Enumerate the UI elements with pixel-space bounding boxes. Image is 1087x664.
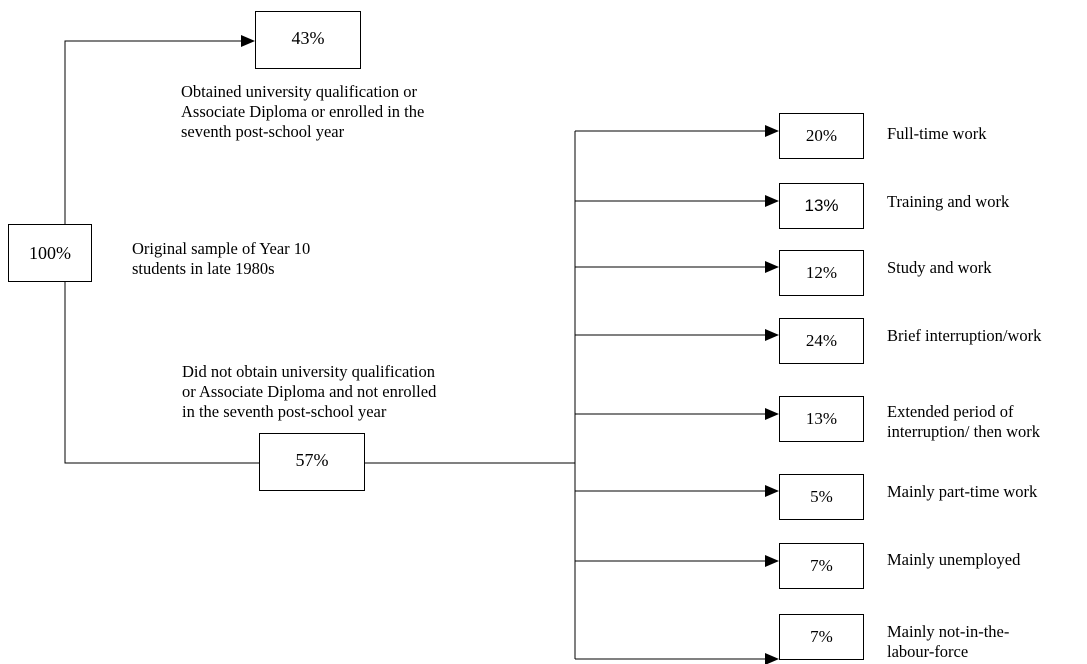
outcome-label: Mainly part-time work (887, 482, 1038, 501)
outcome-box: 13% (779, 183, 864, 229)
outcome-box: 24% (779, 318, 864, 364)
outcome-label: Brief interruption/work (887, 326, 1042, 345)
outcome-label: Study and work (887, 258, 992, 277)
completed-node-label: Obtained university qualification or Ass… (181, 82, 425, 141)
not-completed-node-label: Did not obtain university qualification … (182, 362, 437, 421)
connector-root-to-completed (64, 35, 255, 224)
outcome-box: 20% (779, 113, 864, 159)
outcome-box: 5% (779, 474, 864, 520)
outcome-box: 7% (779, 543, 864, 589)
outcome-box: 13% (779, 396, 864, 442)
connector-root-to-not-completed (64, 282, 259, 464)
outcome-label: Full-time work (887, 124, 987, 143)
outcome-box: 7% (779, 614, 864, 660)
outcome-label: Mainly not-in-the- labour-force (887, 622, 1010, 661)
completed-node-box: 43% (255, 11, 361, 69)
not-completed-node-box: 57% (259, 433, 365, 491)
root-node-box: 100% (8, 224, 92, 282)
outcome-box: 12% (779, 250, 864, 296)
outcome-label: Training and work (887, 192, 1010, 211)
root-node-label: Original sample of Year 10 students in l… (132, 239, 311, 278)
outcome-label: Extended period of interruption/ then wo… (887, 402, 1041, 441)
outcome-label: Mainly unemployed (887, 550, 1021, 569)
